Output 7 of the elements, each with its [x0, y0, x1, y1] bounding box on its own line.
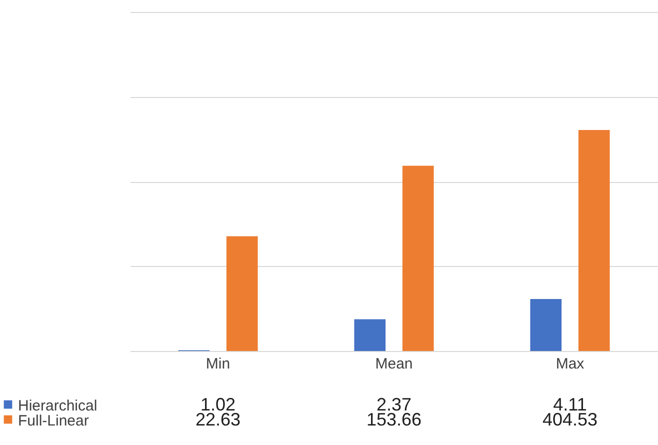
x-tick-label: Max — [556, 356, 585, 372]
data-label: 153.66 — [366, 410, 422, 430]
x-tick-label: Min — [206, 356, 230, 372]
legend-label: Full-Linear — [18, 412, 89, 430]
data-label: 22.63 — [195, 410, 241, 430]
legend-label: Hierarchical — [18, 398, 98, 414]
x-tick-label: Mean — [375, 356, 413, 372]
